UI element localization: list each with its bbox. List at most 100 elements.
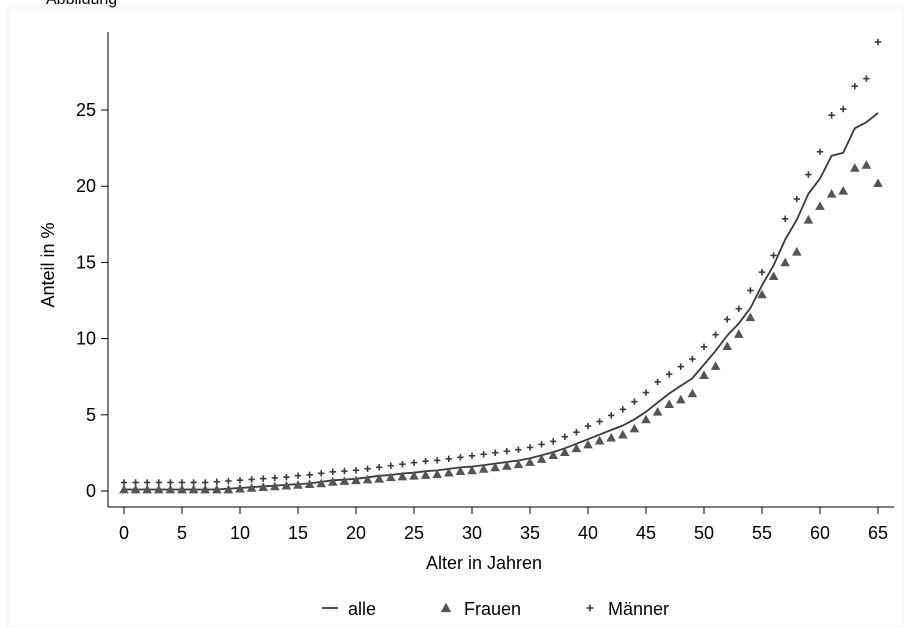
data-point-maenner xyxy=(468,452,476,460)
data-point-maenner xyxy=(724,316,731,323)
data-point-maenner xyxy=(712,331,719,338)
data-point-maenner xyxy=(770,252,777,259)
data-point-frauen xyxy=(316,478,326,488)
data-point-frauen xyxy=(502,461,512,470)
data-point-maenner xyxy=(793,195,800,203)
data-point-maenner xyxy=(352,467,360,474)
data-point-maenner xyxy=(434,457,441,464)
data-point-maenner xyxy=(480,451,487,458)
y-tick-label: 25 xyxy=(76,100,96,120)
data-point-maenner xyxy=(573,428,580,436)
data-point-maenner xyxy=(561,433,568,440)
y-axis-title: Anteil in % xyxy=(38,222,58,307)
data-point-frauen xyxy=(652,406,663,416)
data-point-frauen xyxy=(710,361,721,370)
data-point-frauen xyxy=(478,464,489,473)
data-point-frauen xyxy=(583,439,593,449)
data-point-maenner xyxy=(202,479,209,486)
x-tick-label: 15 xyxy=(288,523,308,543)
series-frauen xyxy=(119,160,883,494)
data-point-frauen xyxy=(513,459,524,469)
data-point-frauen xyxy=(815,201,825,210)
chart-frame xyxy=(7,7,904,628)
legend-item-maenner: Männer xyxy=(586,599,669,619)
data-point-maenner xyxy=(155,479,162,486)
data-point-maenner xyxy=(399,460,406,468)
data-point-frauen xyxy=(281,480,292,490)
top-caption: Abbildung xyxy=(46,0,117,8)
data-point-frauen xyxy=(861,160,872,169)
data-point-maenner xyxy=(376,464,383,471)
data-point-maenner xyxy=(805,171,812,178)
x-tick-label: 10 xyxy=(230,523,250,543)
data-point-maenner xyxy=(457,454,464,461)
y-tick-label: 0 xyxy=(86,481,96,501)
data-point-maenner xyxy=(260,475,267,482)
data-point-maenner xyxy=(700,343,708,351)
data-point-frauen xyxy=(850,163,860,172)
data-point-frauen xyxy=(768,271,779,280)
data-point-frauen xyxy=(722,341,732,351)
data-point-maenner xyxy=(515,446,522,453)
data-point-frauen xyxy=(223,484,234,494)
data-point-maenner xyxy=(387,462,394,469)
data-point-frauen xyxy=(142,484,152,494)
data-point-frauen xyxy=(154,484,164,494)
series-maenner xyxy=(120,38,882,486)
x-tick-label: 55 xyxy=(752,523,772,543)
data-point-maenner xyxy=(526,444,534,451)
data-point-frauen xyxy=(386,472,396,482)
x-tick-label: 30 xyxy=(462,523,482,543)
x-axis-title: Alter in Jahren xyxy=(426,553,542,573)
data-point-frauen xyxy=(536,454,547,463)
data-point-maenner xyxy=(178,479,186,486)
data-point-frauen xyxy=(130,484,141,494)
data-point-maenner xyxy=(735,305,742,312)
data-point-frauen xyxy=(304,479,315,488)
data-point-frauen xyxy=(699,370,709,380)
x-tick-label: 65 xyxy=(868,523,888,543)
data-point-maenner xyxy=(213,478,220,485)
x-tick-label: 0 xyxy=(119,523,129,543)
data-point-frauen xyxy=(328,477,338,486)
legend-label: Frauen xyxy=(464,599,521,619)
data-point-frauen xyxy=(687,388,698,398)
data-point-maenner xyxy=(190,479,197,486)
data-point-maenner xyxy=(306,471,313,479)
data-point-maenner xyxy=(863,75,870,82)
data-point-frauen xyxy=(525,457,535,466)
data-point-frauen xyxy=(165,484,176,494)
data-point-maenner xyxy=(318,470,325,477)
data-point-frauen xyxy=(792,246,802,256)
data-point-frauen xyxy=(594,435,605,445)
data-point-maenner xyxy=(283,473,290,481)
data-point-frauen xyxy=(664,399,674,408)
x-tick-label: 5 xyxy=(177,523,187,543)
data-point-frauen xyxy=(606,432,616,442)
data-point-maenner xyxy=(782,215,789,223)
data-point-frauen xyxy=(467,465,477,475)
data-point-frauen xyxy=(258,482,268,492)
data-point-maenner xyxy=(840,105,847,113)
data-point-frauen xyxy=(212,484,222,494)
legend-item-alle: alle xyxy=(322,599,376,619)
data-point-maenner xyxy=(445,455,452,463)
data-point-frauen xyxy=(432,469,442,479)
data-point-maenner xyxy=(584,422,592,430)
data-point-frauen xyxy=(235,483,245,493)
data-point-frauen xyxy=(629,423,640,433)
data-point-frauen xyxy=(119,484,129,494)
x-tick-label: 50 xyxy=(694,523,714,543)
data-point-maenner xyxy=(144,479,151,486)
x-tick-label: 60 xyxy=(810,523,830,543)
data-point-maenner xyxy=(689,355,696,363)
data-point-frauen xyxy=(293,480,303,489)
data-point-maenner xyxy=(410,459,418,466)
data-point-frauen xyxy=(826,189,837,198)
data-point-frauen xyxy=(374,474,384,483)
plot-area: 0 5 10 15 20 25 30 35 40 45 50 55 60 65 0 5 10 15 20 25 xyxy=(76,32,894,543)
data-point-maenner xyxy=(654,378,661,386)
data-point-frauen xyxy=(246,483,257,492)
